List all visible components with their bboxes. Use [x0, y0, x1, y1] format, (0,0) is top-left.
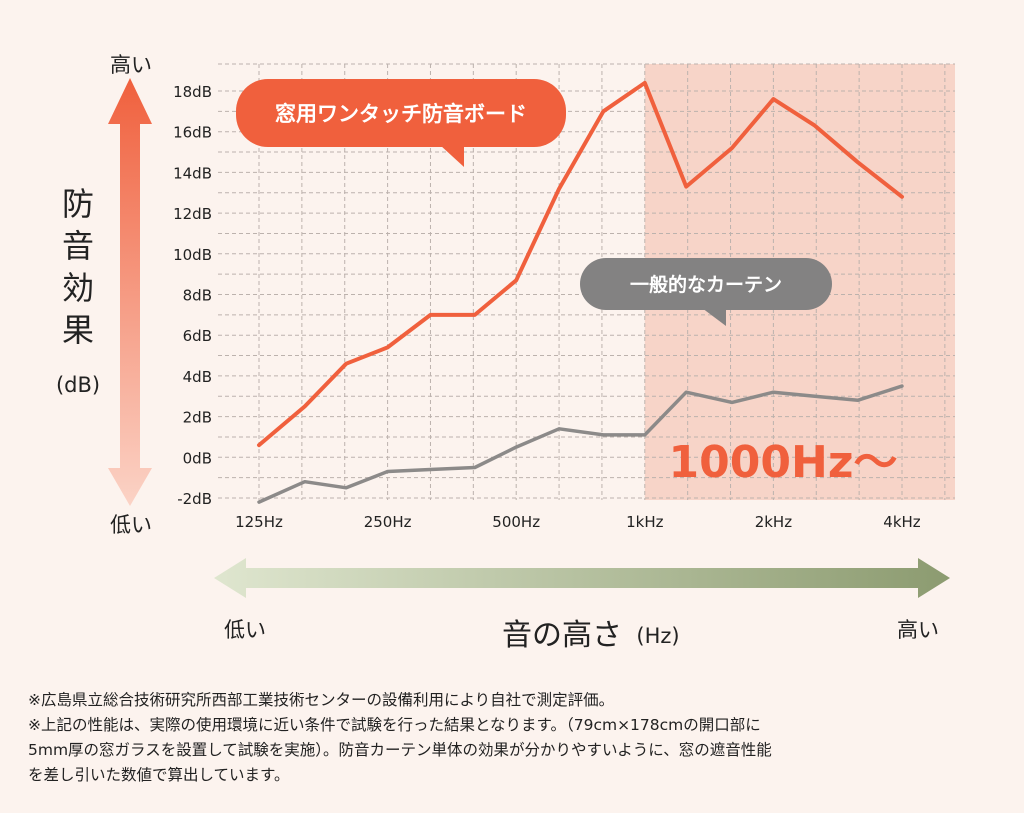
- y-tick-label: 10dB: [173, 246, 212, 264]
- y-tick-label: 0dB: [183, 449, 212, 467]
- footnotes: ※広島県立総合技術研究所西部工業技術センターの設備利用により自社で測定評価。 ※…: [28, 688, 1008, 788]
- y-tick-label: 18dB: [173, 83, 212, 101]
- x-high-label: 高い: [897, 618, 939, 642]
- y-tick-label: 12dB: [173, 205, 212, 223]
- x-tick-label: 125Hz: [235, 513, 283, 531]
- y-low-label: 低い: [110, 513, 152, 537]
- x-axis-arrow: [214, 558, 950, 598]
- footnote-line-1: ※広島県立総合技術研究所西部工業技術センターの設備利用により自社で測定評価。: [28, 691, 615, 709]
- x-tick-label: 500Hz: [492, 513, 540, 531]
- y-tick-label: 6dB: [183, 327, 212, 345]
- board-series-line: [257, 80, 904, 448]
- x-axis-title: 音の高さ: [502, 618, 622, 653]
- x-tick-labels: 125Hz 250Hz 500Hz 1kHz 2kHz 4kHz: [235, 513, 921, 531]
- footnote-line-2: ※上記の性能は、実際の使用環境に近い条件で試験を行った結果となります。（79cm…: [28, 716, 761, 734]
- y-tick-label: 2dB: [183, 409, 212, 427]
- highlight-label: 1000Hz〜: [669, 437, 898, 488]
- y-high-label: 高い: [110, 53, 152, 77]
- y-tick-label: 4dB: [183, 368, 212, 386]
- x-tick-label: 4kHz: [883, 513, 921, 531]
- y-tick-label: 8dB: [183, 287, 212, 305]
- curtain-series-line: [257, 384, 904, 504]
- y-tick-label: 14dB: [173, 164, 212, 182]
- y-title-unit: (dB): [56, 373, 100, 397]
- curtain-callout: 一般的なカーテン: [580, 258, 832, 326]
- board-callout: 窓用ワンタッチ防音ボード: [236, 79, 566, 167]
- y-title-char-2: 音: [62, 227, 94, 265]
- x-tick-label: 2kHz: [755, 513, 793, 531]
- y-tick-labels: 18dB 16dB 14dB 12dB 10dB 8dB 6dB 4dB 2dB 0dB -2dB: [173, 83, 212, 508]
- y-axis-title: 防 音 効 果 (dB): [56, 185, 100, 397]
- y-tick-label: -2dB: [177, 490, 212, 508]
- y-tick-label: 16dB: [173, 124, 212, 142]
- y-title-char-1: 防: [62, 185, 94, 223]
- series-group: [257, 80, 904, 504]
- y-title-char-4: 果: [62, 311, 94, 349]
- y-axis-arrow: [108, 78, 152, 506]
- y-title-char-3: 効: [62, 269, 94, 307]
- footnote-line-4: を差し引いた数値で算出しています。: [28, 766, 290, 784]
- x-tick-label: 250Hz: [364, 513, 412, 531]
- x-tick-label: 1kHz: [626, 513, 664, 531]
- board-legend-label: 窓用ワンタッチ防音ボード: [275, 102, 527, 126]
- chart: 18dB16dB14dB12dB10dB8dB6dB4dB2dB0dB-2dB …: [56, 53, 955, 653]
- footnote-line-3: 5mm厚の窓ガラスを設置して試験を実施）。防音カーテン単体の効果が分かりやすいよ…: [28, 741, 772, 759]
- x-low-label: 低い: [224, 618, 266, 642]
- x-axis-unit: (Hz): [636, 624, 679, 648]
- curtain-legend-label: 一般的なカーテン: [630, 273, 782, 296]
